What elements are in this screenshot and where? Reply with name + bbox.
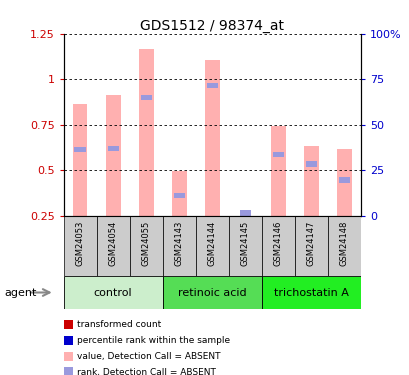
- Text: GSM24148: GSM24148: [339, 220, 348, 266]
- Text: rank, Detection Call = ABSENT: rank, Detection Call = ABSENT: [76, 368, 215, 375]
- Bar: [338, 177, 349, 183]
- Text: value, Detection Call = ABSENT: value, Detection Call = ABSENT: [76, 352, 220, 361]
- Bar: [107, 146, 118, 151]
- Bar: [106, 94, 120, 216]
- Text: percentile rank within the sample: percentile rank within the sample: [76, 336, 229, 345]
- Bar: [72, 104, 87, 216]
- Text: retinoic acid: retinoic acid: [178, 288, 246, 297]
- Bar: [303, 146, 318, 216]
- Text: GSM24054: GSM24054: [108, 220, 117, 266]
- Text: GSM24143: GSM24143: [174, 220, 183, 266]
- Text: control: control: [94, 288, 132, 297]
- Bar: [228, 216, 261, 276]
- Bar: [270, 126, 285, 216]
- Text: GSM24144: GSM24144: [207, 220, 216, 266]
- Bar: [162, 276, 261, 309]
- Text: GSM24146: GSM24146: [273, 220, 282, 266]
- Bar: [129, 216, 162, 276]
- Bar: [140, 94, 151, 100]
- Bar: [173, 193, 184, 198]
- Text: GSM24147: GSM24147: [306, 220, 315, 266]
- Bar: [327, 216, 360, 276]
- Bar: [206, 83, 217, 88]
- Bar: [162, 216, 195, 276]
- Bar: [195, 216, 228, 276]
- Text: GSM24053: GSM24053: [75, 220, 84, 266]
- Text: GSM24145: GSM24145: [240, 220, 249, 266]
- Bar: [294, 216, 327, 276]
- Bar: [63, 276, 162, 309]
- Bar: [261, 276, 360, 309]
- Bar: [336, 149, 351, 216]
- Bar: [239, 210, 250, 216]
- Bar: [204, 60, 219, 216]
- Title: GDS1512 / 98374_at: GDS1512 / 98374_at: [140, 19, 283, 33]
- Bar: [171, 171, 186, 216]
- Bar: [261, 216, 294, 276]
- Text: agent: agent: [4, 288, 36, 297]
- Text: GSM24055: GSM24055: [141, 220, 150, 266]
- Bar: [138, 49, 153, 216]
- Text: transformed count: transformed count: [76, 320, 160, 329]
- Text: trichostatin A: trichostatin A: [273, 288, 348, 297]
- Bar: [63, 216, 97, 276]
- Bar: [97, 216, 129, 276]
- Bar: [272, 152, 283, 157]
- Bar: [74, 147, 85, 152]
- Bar: [305, 161, 316, 166]
